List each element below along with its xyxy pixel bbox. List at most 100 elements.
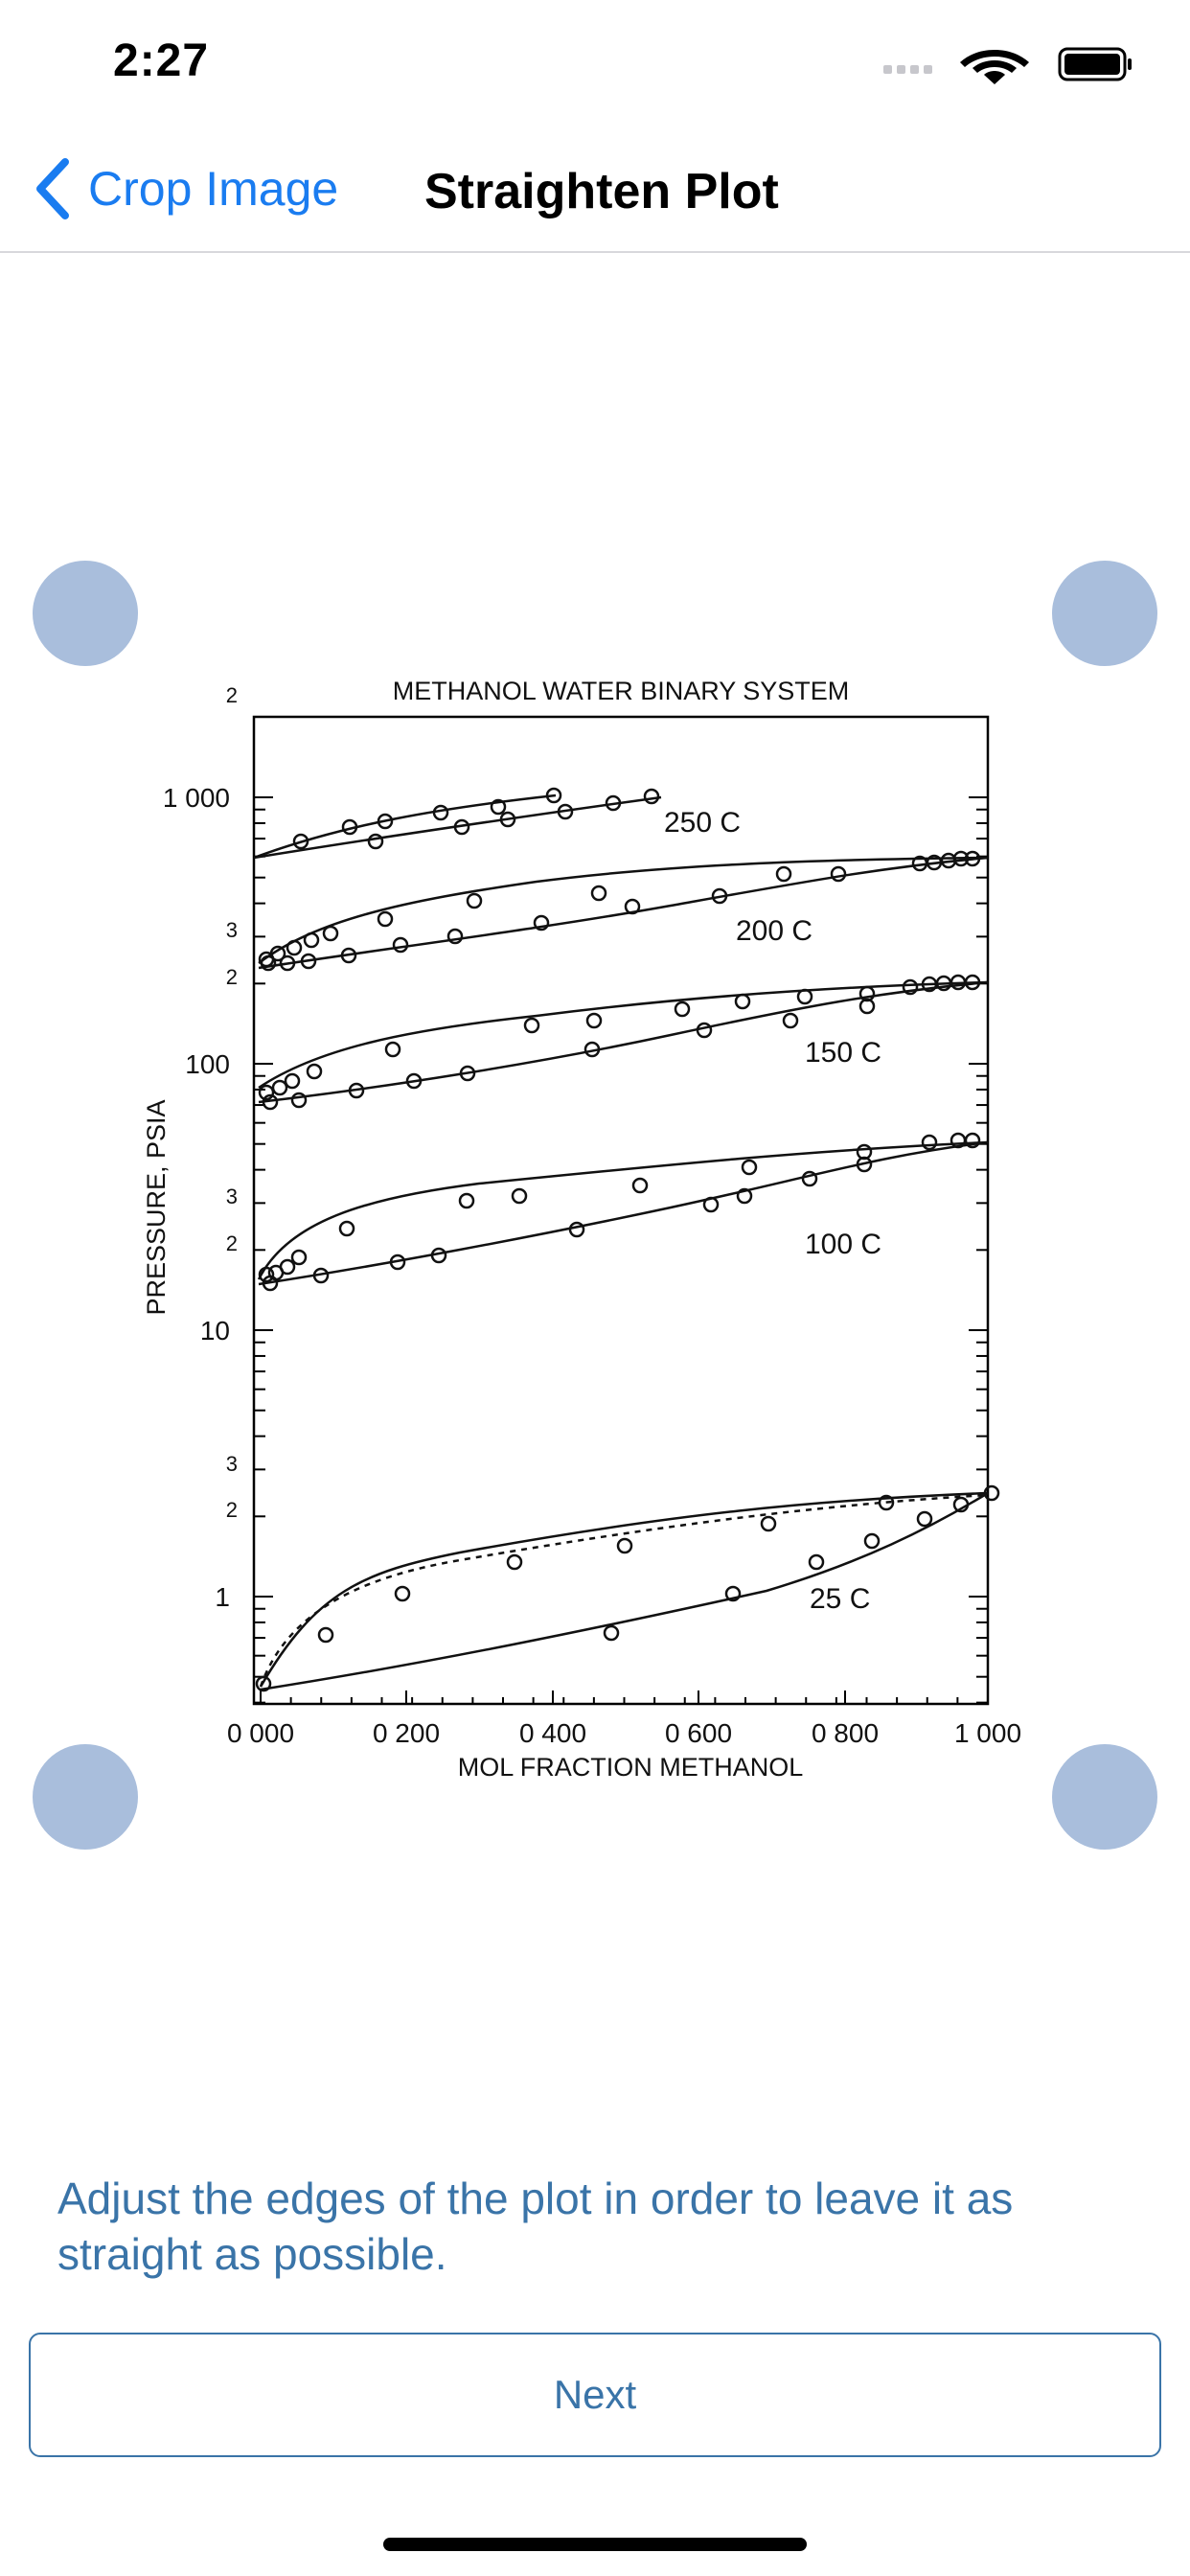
x-tick-label: 0 200 bbox=[373, 1718, 440, 1748]
status-bar: 2:27 bbox=[0, 0, 1190, 125]
data-point bbox=[605, 794, 622, 812]
wifi-icon bbox=[960, 50, 1029, 84]
data-point bbox=[952, 850, 970, 867]
y-minor-label: 2 bbox=[226, 1498, 238, 1522]
y-minor-label: 2 bbox=[226, 683, 238, 707]
data-point bbox=[466, 892, 483, 909]
home-indicator bbox=[383, 2538, 807, 2551]
data-point bbox=[284, 1072, 301, 1090]
data-point bbox=[499, 811, 516, 828]
data-point bbox=[724, 1585, 742, 1602]
y-decade-label: 1 bbox=[215, 1582, 230, 1612]
data-point bbox=[734, 993, 751, 1010]
x-tick-label: 0 800 bbox=[812, 1718, 879, 1748]
y-decade-label: 10 bbox=[200, 1316, 230, 1346]
top-left-corner-handle[interactable] bbox=[33, 561, 138, 666]
navigation-bar: Crop Image Straighten Plot bbox=[0, 134, 1190, 253]
data-point bbox=[584, 1041, 601, 1058]
page-title: Straighten Plot bbox=[424, 164, 779, 219]
data-point bbox=[430, 1247, 447, 1264]
data-point bbox=[384, 1041, 401, 1058]
data-point bbox=[511, 1187, 528, 1205]
data-point bbox=[306, 1063, 323, 1080]
data-point bbox=[286, 939, 303, 956]
data-point bbox=[856, 1156, 873, 1173]
data-point bbox=[322, 925, 339, 942]
data-point bbox=[585, 1012, 603, 1029]
plot-editor: METHANOL WATER BINARY SYSTEM MOL FRACTIO… bbox=[0, 537, 1190, 1878]
x-tick-label: 0 600 bbox=[665, 1718, 732, 1748]
data-point bbox=[446, 928, 464, 945]
data-point bbox=[916, 1510, 933, 1528]
x-tick-label: 0 000 bbox=[227, 1718, 294, 1748]
next-button[interactable]: Next bbox=[29, 2333, 1161, 2457]
data-point bbox=[377, 813, 394, 830]
data-point bbox=[490, 798, 507, 816]
plot-x-ticks bbox=[260, 1690, 989, 1704]
y-minor-label: 3 bbox=[226, 1184, 238, 1208]
data-point bbox=[702, 1196, 720, 1213]
data-point bbox=[964, 850, 981, 867]
data-point bbox=[458, 1192, 475, 1209]
data-point bbox=[557, 803, 574, 820]
battery-icon bbox=[1058, 47, 1132, 81]
data-point bbox=[255, 1675, 272, 1692]
data-point bbox=[377, 910, 394, 928]
plot-image: METHANOL WATER BINARY SYSTEM MOL FRACTIO… bbox=[142, 677, 1021, 1782]
data-point bbox=[760, 1515, 777, 1532]
data-point bbox=[290, 1092, 308, 1109]
plot-data-points bbox=[255, 787, 1000, 1692]
data-point bbox=[590, 885, 607, 902]
data-point bbox=[830, 865, 847, 883]
data-point bbox=[964, 1132, 981, 1149]
y-minor-label: 3 bbox=[226, 1452, 238, 1476]
plot-title: METHANOL WATER BINARY SYSTEM bbox=[393, 677, 850, 705]
x-tick-label: 1 000 bbox=[954, 1718, 1021, 1748]
data-point bbox=[568, 1221, 585, 1238]
x-tick-label: 0 400 bbox=[519, 1718, 586, 1748]
data-point bbox=[340, 947, 357, 964]
data-point bbox=[341, 818, 358, 836]
bottom-left-corner-handle[interactable] bbox=[33, 1744, 138, 1850]
data-point bbox=[269, 945, 286, 962]
back-button-label: Crop Image bbox=[88, 162, 339, 216]
cellular-signal-icon bbox=[883, 65, 932, 74]
data-point bbox=[808, 1553, 825, 1571]
data-point bbox=[262, 1275, 279, 1292]
chevron-left-icon bbox=[36, 158, 69, 219]
data-point bbox=[782, 1012, 799, 1029]
plot-y-axis-label: PRESSURE, PSIA bbox=[142, 1099, 171, 1315]
back-button[interactable]: Crop Image bbox=[34, 155, 338, 222]
bottom-right-corner-handle[interactable] bbox=[1052, 1744, 1157, 1850]
data-point bbox=[279, 1258, 296, 1276]
data-point bbox=[983, 1484, 1000, 1502]
data-point bbox=[405, 1072, 423, 1090]
data-point bbox=[258, 1084, 275, 1101]
data-point bbox=[643, 788, 660, 805]
data-point bbox=[459, 1065, 476, 1082]
data-point bbox=[603, 1624, 620, 1642]
data-point bbox=[545, 787, 562, 804]
data-point bbox=[271, 1079, 288, 1096]
top-right-corner-handle[interactable] bbox=[1052, 561, 1157, 666]
instruction-text: Adjust the edges of the plot in order to… bbox=[57, 2174, 1014, 2279]
data-point bbox=[292, 833, 309, 850]
curve-label-150c: 150 C bbox=[805, 1037, 881, 1069]
data-point bbox=[279, 954, 296, 972]
y-decade-label: 1 000 bbox=[163, 783, 230, 813]
data-point bbox=[736, 1187, 753, 1205]
data-point bbox=[523, 1017, 540, 1034]
data-point bbox=[338, 1220, 355, 1237]
data-point bbox=[432, 804, 449, 821]
data-point bbox=[616, 1537, 633, 1554]
data-point bbox=[290, 1249, 308, 1266]
data-point bbox=[902, 978, 919, 996]
data-point bbox=[394, 1585, 411, 1602]
data-point bbox=[453, 818, 470, 836]
data-point bbox=[674, 1000, 691, 1018]
y-minor-label: 2 bbox=[226, 1231, 238, 1255]
data-point bbox=[533, 914, 550, 932]
data-point bbox=[392, 936, 409, 954]
y-minor-label: 3 bbox=[226, 918, 238, 942]
status-icons bbox=[883, 47, 1132, 84]
